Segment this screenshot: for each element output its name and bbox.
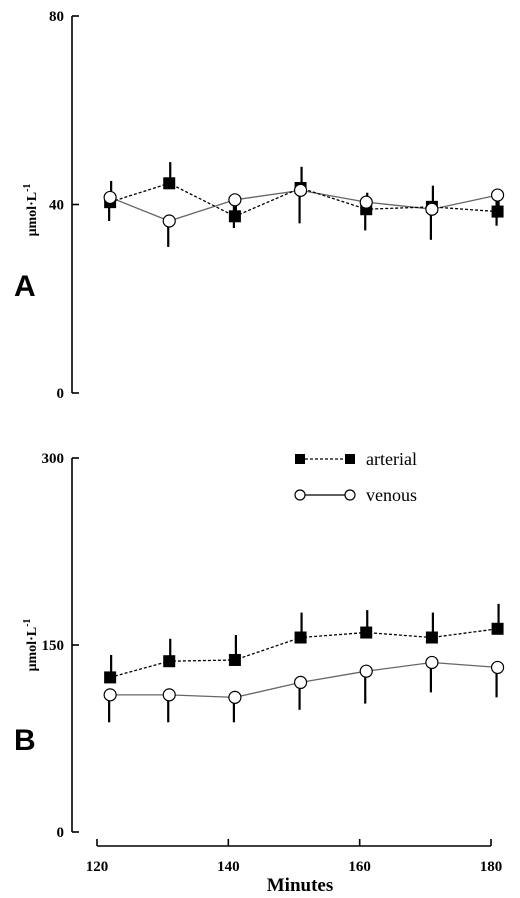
panel-a-markers	[103, 177, 505, 228]
venous-point	[490, 660, 505, 675]
legend-item-venous: venous	[294, 485, 417, 505]
venous-point	[103, 688, 117, 702]
venous-point	[228, 690, 242, 704]
panel-a-y-axis-label: μmol·L-1	[22, 184, 40, 237]
panel-b-axes	[71, 458, 491, 847]
venous-point	[228, 193, 242, 207]
legend-label-venous: venous	[366, 485, 417, 505]
y-tick-label: 80	[49, 9, 64, 25]
arterial-point	[163, 177, 176, 190]
arterial-point	[491, 205, 504, 218]
y-tick-label: 300	[42, 451, 65, 467]
legend-item-arterial: arterial	[295, 449, 417, 469]
x-tick-label: 140	[217, 859, 240, 875]
venous-point	[162, 214, 176, 228]
y-tick-label: 0	[57, 825, 65, 841]
legend-venous-marker-left	[294, 489, 306, 501]
panel-a: 0 40 80 μmol·L-1 A	[14, 9, 505, 402]
arterial-point	[491, 622, 504, 635]
legend-arterial-marker-right	[345, 454, 355, 464]
panel-b-x-ticks: 120 140 160 180	[86, 839, 503, 875]
venous-point	[293, 183, 308, 197]
venous-point	[425, 202, 439, 216]
venous-point	[359, 664, 373, 678]
panel-a-error-bars	[108, 162, 500, 247]
arterial-point	[425, 631, 438, 644]
panel-b-y-axis-label: μmol·L-1	[22, 619, 40, 672]
venous-point	[359, 195, 373, 209]
panel-b-y-ticks: 0 150 300	[42, 451, 79, 841]
venous-point	[162, 688, 176, 702]
venous-point	[293, 675, 308, 690]
panel-b-markers	[103, 622, 505, 704]
y-tick-label: 0	[57, 386, 65, 402]
panel-b-letter: B	[14, 724, 36, 757]
x-axis-title: Minutes	[267, 875, 334, 896]
legend-arterial-marker-left	[295, 454, 305, 464]
panel-a-y-ticks: 0 40 80	[49, 9, 79, 402]
legend-label-arterial: arterial	[366, 449, 417, 469]
panel-a-letter: A	[14, 270, 36, 303]
legend: arterial venous	[294, 449, 417, 505]
arterial-point	[163, 655, 176, 668]
x-tick-label: 120	[86, 859, 109, 875]
y-tick-label: 40	[49, 198, 64, 214]
arterial-point	[294, 631, 307, 644]
arterial-point	[360, 626, 373, 639]
venous-point	[490, 188, 505, 202]
x-tick-label: 160	[348, 859, 371, 875]
arterial-point	[104, 671, 117, 684]
arterial-point	[228, 653, 241, 666]
legend-venous-marker-right	[344, 489, 356, 501]
arterial-point	[228, 210, 241, 223]
x-tick-label: 180	[480, 859, 503, 875]
venous-point	[425, 655, 439, 670]
y-tick-label: 150	[42, 638, 65, 654]
venous-point	[103, 190, 117, 205]
